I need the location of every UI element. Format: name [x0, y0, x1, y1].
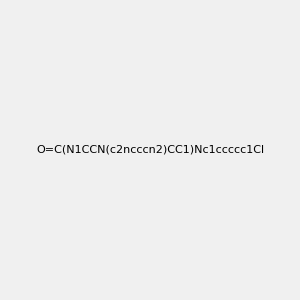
Text: O=C(N1CCN(c2ncccn2)CC1)Nc1ccccc1Cl: O=C(N1CCN(c2ncccn2)CC1)Nc1ccccc1Cl [36, 145, 264, 155]
